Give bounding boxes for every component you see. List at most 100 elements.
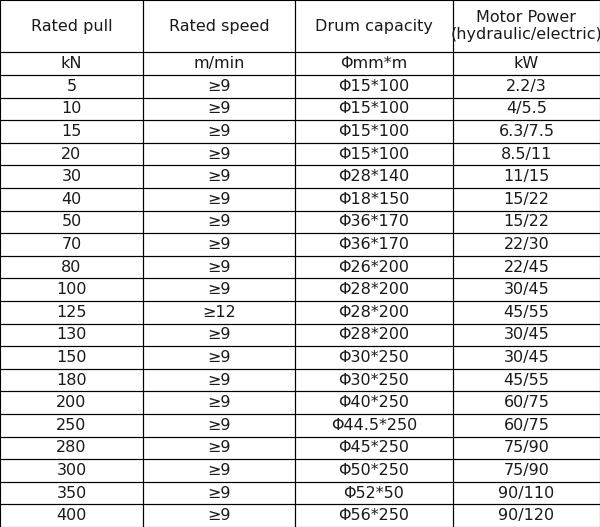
Text: 100: 100 (56, 282, 87, 297)
Text: ≥9: ≥9 (207, 169, 231, 184)
Bar (143, 75, 295, 97)
Bar (143, 436, 295, 459)
Text: 400: 400 (56, 508, 86, 523)
Bar (453, 504, 600, 527)
Bar (0, 52, 143, 75)
Bar (0, 188, 143, 211)
Bar (143, 0, 295, 52)
Bar (453, 143, 600, 165)
Text: Φ28*200: Φ28*200 (338, 327, 410, 343)
Bar (0, 233, 143, 256)
Text: Φ26*200: Φ26*200 (338, 260, 409, 275)
Bar (143, 211, 295, 233)
Bar (453, 188, 600, 211)
Bar (453, 75, 600, 97)
Text: 350: 350 (56, 485, 86, 501)
Bar (0, 459, 143, 482)
Bar (0, 211, 143, 233)
Bar (453, 165, 600, 188)
Bar (0, 301, 143, 324)
Text: Φ52*50: Φ52*50 (344, 485, 404, 501)
Text: 75/90: 75/90 (503, 441, 550, 455)
Bar (0, 436, 143, 459)
Text: 90/110: 90/110 (499, 485, 554, 501)
Bar (143, 165, 295, 188)
Text: 75/90: 75/90 (503, 463, 550, 478)
Text: ≥9: ≥9 (207, 395, 231, 410)
Bar (453, 211, 600, 233)
Bar (0, 188, 143, 211)
Bar (143, 482, 295, 504)
Text: Φ28*200: Φ28*200 (338, 282, 410, 297)
Bar (453, 346, 600, 369)
Bar (143, 211, 295, 233)
Bar (295, 504, 453, 527)
Text: ≥9: ≥9 (207, 350, 231, 365)
Text: ≥12: ≥12 (202, 305, 236, 320)
Bar (295, 482, 453, 504)
Bar (453, 436, 600, 459)
Bar (453, 188, 600, 211)
Bar (143, 52, 295, 75)
Bar (143, 414, 295, 436)
Bar (0, 436, 143, 459)
Text: 5: 5 (67, 79, 77, 94)
Bar (143, 120, 295, 143)
Bar (0, 97, 143, 120)
Text: 300: 300 (56, 463, 86, 478)
Bar (453, 97, 600, 120)
Bar (295, 436, 453, 459)
Bar (453, 436, 600, 459)
Text: 45/55: 45/55 (503, 373, 550, 387)
Text: Φ15*100: Φ15*100 (338, 101, 410, 116)
Text: ≥9: ≥9 (207, 124, 231, 139)
Bar (143, 482, 295, 504)
Bar (295, 188, 453, 211)
Bar (0, 143, 143, 165)
Text: 4/5.5: 4/5.5 (506, 101, 547, 116)
Bar (0, 392, 143, 414)
Bar (453, 211, 600, 233)
Bar (295, 211, 453, 233)
Text: 6.3/7.5: 6.3/7.5 (499, 124, 554, 139)
Text: m/min: m/min (193, 56, 245, 71)
Text: 2.2/3: 2.2/3 (506, 79, 547, 94)
Text: Φ15*100: Φ15*100 (338, 79, 410, 94)
Bar (143, 97, 295, 120)
Text: 50: 50 (61, 214, 82, 229)
Bar (295, 459, 453, 482)
Bar (143, 0, 295, 52)
Bar (453, 346, 600, 369)
Bar (0, 392, 143, 414)
Bar (143, 233, 295, 256)
Text: 15/22: 15/22 (503, 214, 550, 229)
Bar (453, 52, 600, 75)
Bar (295, 482, 453, 504)
Bar (0, 143, 143, 165)
Bar (143, 346, 295, 369)
Bar (295, 369, 453, 392)
Text: Rated pull: Rated pull (31, 18, 112, 34)
Bar (295, 165, 453, 188)
Text: ≥9: ≥9 (207, 192, 231, 207)
Bar (295, 52, 453, 75)
Bar (453, 459, 600, 482)
Text: 70: 70 (61, 237, 82, 252)
Bar (453, 256, 600, 278)
Bar (0, 278, 143, 301)
Bar (143, 278, 295, 301)
Text: Motor Power
(hydraulic/electric): Motor Power (hydraulic/electric) (451, 10, 600, 42)
Text: 60/75: 60/75 (503, 418, 550, 433)
Bar (143, 165, 295, 188)
Bar (453, 301, 600, 324)
Text: Φ15*100: Φ15*100 (338, 147, 410, 162)
Bar (453, 143, 600, 165)
Bar (295, 414, 453, 436)
Bar (453, 120, 600, 143)
Bar (143, 278, 295, 301)
Text: Rated speed: Rated speed (169, 18, 269, 34)
Bar (453, 301, 600, 324)
Bar (143, 392, 295, 414)
Text: ≥9: ≥9 (207, 282, 231, 297)
Bar (453, 482, 600, 504)
